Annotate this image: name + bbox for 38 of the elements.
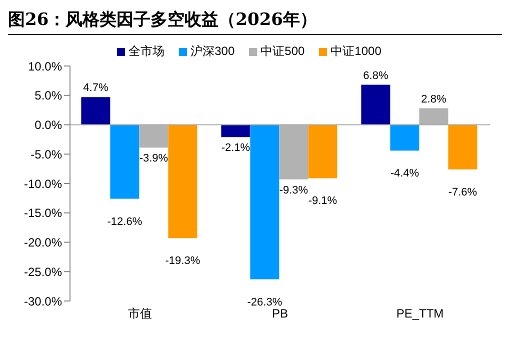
y-tick-label: 5.0% bbox=[34, 88, 62, 103]
y-tick-label: -10.0% bbox=[24, 176, 62, 191]
y-tick-label: -15.0% bbox=[24, 206, 62, 220]
y-tick-label: 10.0% bbox=[28, 59, 62, 74]
data-label: -4.4% bbox=[390, 168, 420, 180]
bar bbox=[308, 124, 338, 178]
bar bbox=[81, 97, 110, 125]
data-label: -9.1% bbox=[308, 195, 338, 208]
x-tick-label: 市值 bbox=[128, 306, 152, 321]
y-tick-label: -30.0% bbox=[24, 294, 62, 308]
data-label: -19.3% bbox=[165, 255, 200, 268]
data-label: -2.1% bbox=[221, 142, 250, 154]
y-tick-label: -20.0% bbox=[24, 236, 62, 250]
bar bbox=[448, 124, 478, 170]
bar bbox=[110, 124, 140, 199]
x-tick-label: PE_TTM bbox=[396, 306, 444, 321]
data-label: -7.6% bbox=[448, 186, 478, 198]
y-tick-label: 0.0% bbox=[34, 118, 62, 132]
bar bbox=[390, 124, 420, 151]
data-label: -12.6% bbox=[107, 216, 142, 228]
bar bbox=[361, 84, 390, 125]
y-tick-label: -25.0% bbox=[24, 264, 62, 279]
data-label: -3.9% bbox=[139, 152, 168, 165]
legend-label: 中证500 bbox=[260, 43, 305, 60]
bar bbox=[168, 124, 198, 238]
data-label: -26.3% bbox=[247, 296, 282, 308]
data-label: 4.7% bbox=[83, 82, 108, 94]
bar bbox=[250, 124, 280, 280]
legend-label: 中证1000 bbox=[330, 43, 382, 60]
chart-title: 图26：风格类因子多空收益（2026年） bbox=[8, 8, 502, 35]
data-label: 2.8% bbox=[421, 93, 446, 106]
data-label: -9.3% bbox=[279, 184, 308, 196]
legend-label: 全市场 bbox=[128, 43, 165, 60]
data-label: 6.8% bbox=[363, 70, 388, 82]
bar bbox=[221, 124, 250, 138]
x-tick-label: PB bbox=[272, 306, 288, 321]
y-tick-label: -5.0% bbox=[30, 147, 62, 162]
legend-label: 沪深300 bbox=[190, 43, 235, 60]
